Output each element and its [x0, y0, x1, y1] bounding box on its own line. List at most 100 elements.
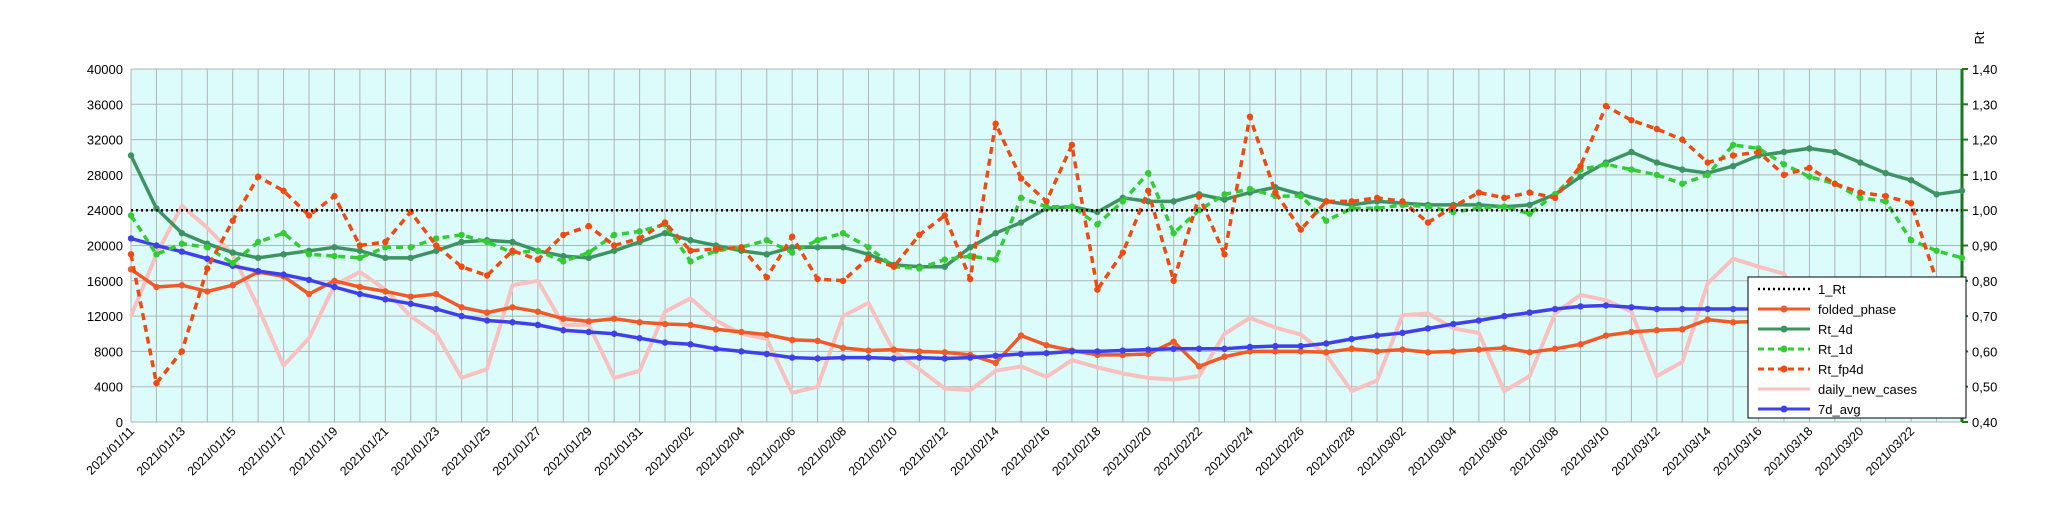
data-point — [560, 315, 567, 322]
series-layer — [127, 102, 1966, 395]
y-tick-label: 12000 — [87, 309, 123, 324]
series-Rt_fp4d — [127, 102, 1966, 387]
data-point — [254, 238, 262, 246]
x-tick-label: 2021/03/12 — [1609, 424, 1663, 478]
data-point — [1272, 348, 1279, 355]
x-tick-label: 2021/03/20 — [1812, 424, 1866, 478]
x-tick-label: 2021/02/04 — [693, 424, 747, 478]
data-point — [814, 237, 821, 244]
data-point — [1043, 203, 1050, 210]
data-point — [1475, 346, 1483, 353]
data-point — [1170, 229, 1177, 237]
data-point — [1119, 351, 1126, 359]
data-point — [1272, 342, 1279, 350]
data-point — [509, 304, 516, 311]
series-daily_new_cases — [129, 203, 1962, 395]
data-point — [1424, 219, 1432, 226]
series-line-daily_new_cases — [129, 203, 1962, 395]
x-tick-label: 2021/02/24 — [1202, 424, 1256, 478]
x-tick-label: 2021/03/14 — [1660, 424, 1714, 478]
data-point — [865, 354, 872, 361]
data-point — [1780, 148, 1788, 156]
data-point — [610, 315, 618, 322]
y-tick-label: 28000 — [87, 168, 123, 183]
data-point — [967, 252, 974, 260]
legend-swatch-marker — [1780, 405, 1788, 413]
data-point — [1043, 342, 1050, 349]
data-point — [280, 229, 287, 237]
data-point — [1501, 344, 1508, 352]
data-point — [1221, 353, 1228, 360]
data-point — [916, 265, 923, 272]
data-point — [1119, 198, 1126, 205]
legend-label: 7d_avg — [1818, 402, 1861, 417]
data-point — [1882, 198, 1889, 205]
data-point — [1628, 166, 1635, 173]
data-point — [178, 248, 186, 255]
data-point — [1068, 141, 1076, 149]
data-point — [382, 254, 389, 262]
data-point — [1475, 317, 1483, 324]
data-point — [356, 247, 364, 254]
data-point — [204, 288, 211, 295]
x-tick-label: 2021/03/16 — [1711, 424, 1765, 478]
data-point — [788, 233, 796, 240]
data-point — [534, 308, 542, 315]
data-point — [382, 288, 389, 295]
data-point — [178, 282, 186, 289]
data-point — [1679, 136, 1686, 143]
legend-entry-folded_phase: folded_phase — [1758, 302, 1896, 317]
data-point — [432, 247, 440, 254]
legend-box — [1747, 276, 1967, 419]
data-point — [127, 212, 135, 219]
data-point — [280, 251, 287, 258]
data-point — [610, 231, 618, 239]
data-point — [967, 354, 974, 361]
x-tick-label: 2021/03/18 — [1761, 424, 1815, 478]
y2-tick-label: 1,00 — [1972, 203, 1997, 218]
data-point — [153, 251, 160, 258]
data-point — [1857, 189, 1864, 196]
data-point — [331, 252, 338, 260]
data-point — [610, 242, 618, 249]
data-point — [1907, 176, 1915, 184]
data-point — [1094, 286, 1101, 293]
data-point — [1373, 332, 1381, 339]
data-point — [204, 265, 211, 272]
data-point — [356, 254, 364, 262]
data-point — [636, 334, 643, 342]
data-point — [763, 331, 770, 338]
data-point — [509, 319, 516, 326]
data-point — [1577, 173, 1584, 180]
data-point — [763, 251, 770, 258]
data-point — [1704, 316, 1711, 323]
data-point — [1679, 180, 1686, 187]
data-point — [865, 347, 872, 354]
data-point — [382, 238, 389, 246]
data-point — [788, 336, 796, 344]
data-point — [1043, 198, 1050, 205]
data-point — [1729, 319, 1737, 326]
legend-entry-Rt_1d: Rt_1d — [1758, 342, 1853, 357]
data-point — [509, 247, 516, 254]
data-point — [661, 229, 669, 237]
data-point — [1831, 148, 1839, 156]
data-point — [839, 354, 847, 361]
legend: 1_Rt folded_phase Rt_4d Rt_1d Rt_fp4d daily_n… — [1747, 276, 1967, 419]
data-point — [1348, 345, 1355, 352]
y-tick-label: 32000 — [87, 133, 123, 148]
data-point — [127, 251, 135, 258]
legend-label: daily_new_cases — [1818, 382, 1918, 397]
data-point — [1348, 335, 1355, 343]
series-Rt_1d — [127, 141, 1966, 272]
data-point — [153, 283, 160, 291]
x-tick-label: 2021/02/18 — [1049, 424, 1103, 478]
data-point — [1780, 161, 1788, 168]
data-point — [280, 271, 287, 278]
data-point — [1373, 194, 1381, 202]
data-point — [254, 254, 262, 262]
data-point — [1729, 141, 1737, 149]
data-point — [1221, 345, 1228, 352]
data-point — [458, 231, 465, 239]
data-point — [1399, 329, 1406, 337]
